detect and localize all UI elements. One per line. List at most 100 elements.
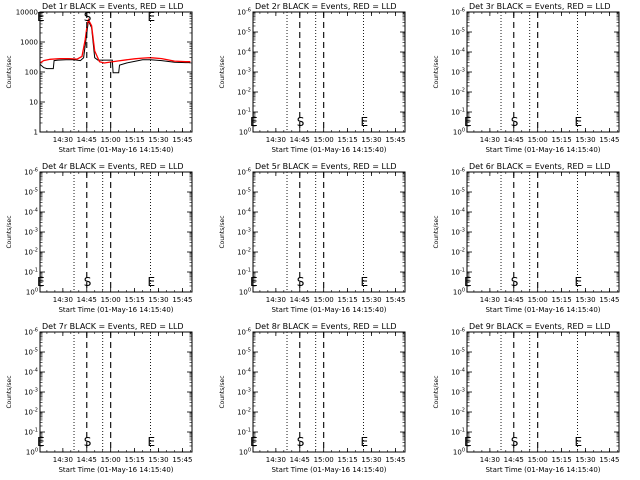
x-tick-label: 14:45 [290, 296, 310, 304]
marker-label: E [37, 275, 45, 289]
plot-frame [39, 331, 193, 453]
x-tick-label: 15:15 [338, 136, 358, 144]
x-tick-label: 15:00 [314, 296, 334, 304]
y-tick-label: 10-4 [451, 368, 465, 377]
marker-label: E [37, 10, 45, 24]
x-tick-label: 14:30 [53, 296, 73, 304]
y-axis-label: Counts/sec [219, 55, 226, 88]
y-tick-label: 10-4 [24, 208, 38, 217]
y-tick-label: 10-1 [451, 108, 465, 117]
x-tick-label: 14:45 [504, 296, 524, 304]
x-tick-label: 15:45 [385, 456, 405, 464]
y-tick-label: 10-5 [24, 348, 38, 357]
x-axis-label: Start Time (01-May-16 14:15:40) [271, 306, 386, 314]
x-tick-label: 14:30 [266, 296, 286, 304]
x-tick-label: 14:45 [504, 456, 524, 464]
x-tick-label: 15:45 [172, 296, 192, 304]
y-tick-label: 10-3 [237, 388, 251, 397]
y-tick-label: 10-4 [451, 208, 465, 217]
y-tick-label: 10-3 [451, 228, 465, 237]
marker-label: E [361, 435, 369, 449]
y-axis-label: Counts/sec [6, 55, 13, 88]
marker-label: S [84, 435, 92, 449]
y-tick-label: 100 [453, 128, 465, 137]
y-axis-label: Counts/sec [433, 375, 440, 408]
y-axis-label: Counts/sec [433, 215, 440, 248]
x-tick-label: 14:30 [480, 456, 500, 464]
y-axis-label: Counts/sec [6, 215, 13, 248]
y-tick-label: 100 [453, 288, 465, 297]
y-tick-label: 10-6 [237, 328, 251, 337]
y-tick-label: 10-3 [24, 388, 38, 397]
x-tick-label: 14:30 [480, 136, 500, 144]
x-tick-label: 14:30 [266, 136, 286, 144]
y-tick-label: 10-5 [24, 188, 38, 197]
x-tick-label: 15:30 [575, 456, 595, 464]
marker-label: S [84, 275, 92, 289]
detector-panel: Det 3r BLACK = Events, RED = LLD Counts/s… [433, 2, 620, 154]
x-tick-label: 15:30 [148, 296, 168, 304]
marker-label: S [297, 435, 305, 449]
x-tick-label: 14:45 [504, 136, 524, 144]
marker-label: E [250, 435, 258, 449]
plot-frame [466, 11, 620, 133]
x-tick-label: 15:30 [361, 136, 381, 144]
x-tick-label: 15:45 [172, 456, 192, 464]
marker-label: E [250, 115, 258, 129]
marker-label: S [511, 435, 519, 449]
y-tick-label: 10-1 [24, 428, 38, 437]
marker-label: E [361, 115, 369, 129]
x-tick-label: 15:15 [552, 136, 572, 144]
x-axis-label: Start Time (01-May-16 14:15:40) [485, 466, 600, 474]
y-axis-label: Counts/sec [433, 55, 440, 88]
y-tick-label: 100 [239, 288, 251, 297]
plot-frame [466, 171, 620, 293]
x-axis-label: Start Time (01-May-16 14:15:40) [485, 306, 600, 314]
panel-title: Det 3r BLACK = Events, RED = LLD [469, 2, 611, 11]
marker-label: S [511, 115, 519, 129]
detector-panel: Det 6r BLACK = Events, RED = LLD Counts/s… [433, 162, 620, 314]
x-tick-label: 15:15 [125, 456, 145, 464]
y-tick-label: 100 [239, 448, 251, 457]
x-tick-label: 15:30 [575, 296, 595, 304]
y-tick-label: 10-5 [237, 348, 251, 357]
x-tick-label: 15:30 [148, 136, 168, 144]
panel-title: Det 4r BLACK = Events, RED = LLD [42, 162, 184, 171]
y-tick-label: 10-5 [237, 28, 251, 37]
y-tick-label: 10-5 [451, 188, 465, 197]
y-tick-label: 100 [25, 69, 38, 77]
y-tick-label: 10-4 [451, 48, 465, 57]
y-tick-label: 1000 [20, 39, 38, 47]
plot-frame [39, 11, 193, 133]
y-tick-label: 10-3 [451, 68, 465, 77]
x-tick-label: 15:45 [385, 296, 405, 304]
detector-panel: Det 4r BLACK = Events, RED = LLD Counts/s… [6, 162, 193, 314]
x-tick-label: 15:45 [599, 296, 619, 304]
y-tick-label: 100 [239, 128, 251, 137]
y-tick-label: 10-1 [237, 428, 251, 437]
y-tick-label: 100 [453, 448, 465, 457]
detector-panel: Det 2r BLACK = Events, RED = LLD Counts/s… [219, 2, 406, 154]
x-tick-label: 15:30 [148, 456, 168, 464]
y-tick-label: 10-4 [237, 368, 251, 377]
y-tick-label: 10-6 [237, 168, 251, 177]
y-tick-label: 10-2 [451, 248, 465, 257]
detector-panel: Det 1r BLACK = Events, RED = LLD Counts/s… [6, 2, 193, 154]
y-tick-label: 10-6 [451, 328, 465, 337]
marker-label: E [575, 115, 583, 129]
y-tick-label: 10-6 [451, 8, 465, 17]
detector-panel: Det 5r BLACK = Events, RED = LLD Counts/s… [219, 162, 406, 314]
x-tick-label: 14:30 [480, 296, 500, 304]
detector-panel: Det 9r BLACK = Events, RED = LLD Counts/s… [433, 322, 620, 474]
marker-label: S [511, 275, 519, 289]
marker-label: E [148, 435, 156, 449]
y-tick-label: 10-3 [24, 228, 38, 237]
y-tick-label: 10000 [16, 9, 38, 17]
panel-title: Det 2r BLACK = Events, RED = LLD [255, 2, 397, 11]
x-axis-label: Start Time (01-May-16 14:15:40) [58, 306, 173, 314]
x-tick-label: 15:00 [314, 136, 334, 144]
y-tick-label: 10-3 [451, 388, 465, 397]
y-tick-label: 10-1 [451, 268, 465, 277]
y-tick-label: 10-5 [451, 348, 465, 357]
detector-panel: Det 7r BLACK = Events, RED = LLD Counts/s… [6, 322, 193, 474]
